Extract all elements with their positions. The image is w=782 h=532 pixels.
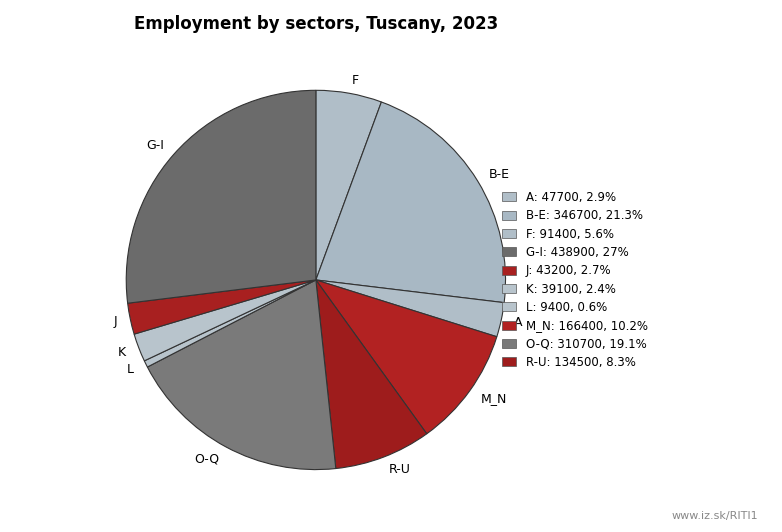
Text: G-I: G-I <box>146 139 163 152</box>
Wedge shape <box>316 102 505 303</box>
Wedge shape <box>127 280 316 334</box>
Text: L: L <box>127 363 134 376</box>
Legend: A: 47700, 2.9%, B-E: 346700, 21.3%, F: 91400, 5.6%, G-I: 438900, 27%, J: 43200, : A: 47700, 2.9%, B-E: 346700, 21.3%, F: 9… <box>497 186 652 373</box>
Wedge shape <box>126 90 316 303</box>
Wedge shape <box>316 280 504 337</box>
Text: K: K <box>118 346 127 359</box>
Text: F: F <box>351 73 359 87</box>
Text: B-E: B-E <box>489 168 510 180</box>
Text: J: J <box>113 315 117 328</box>
Text: www.iz.sk/RITI1: www.iz.sk/RITI1 <box>672 511 759 521</box>
Wedge shape <box>316 90 382 280</box>
Wedge shape <box>316 280 497 434</box>
Title: Employment by sectors, Tuscany, 2023: Employment by sectors, Tuscany, 2023 <box>134 15 498 33</box>
Text: O-Q: O-Q <box>195 452 220 465</box>
Wedge shape <box>147 280 335 470</box>
Text: R-U: R-U <box>389 463 411 476</box>
Text: M_N: M_N <box>480 392 507 405</box>
Wedge shape <box>145 280 316 367</box>
Text: A: A <box>515 316 522 329</box>
Wedge shape <box>135 280 316 361</box>
Wedge shape <box>316 280 427 469</box>
